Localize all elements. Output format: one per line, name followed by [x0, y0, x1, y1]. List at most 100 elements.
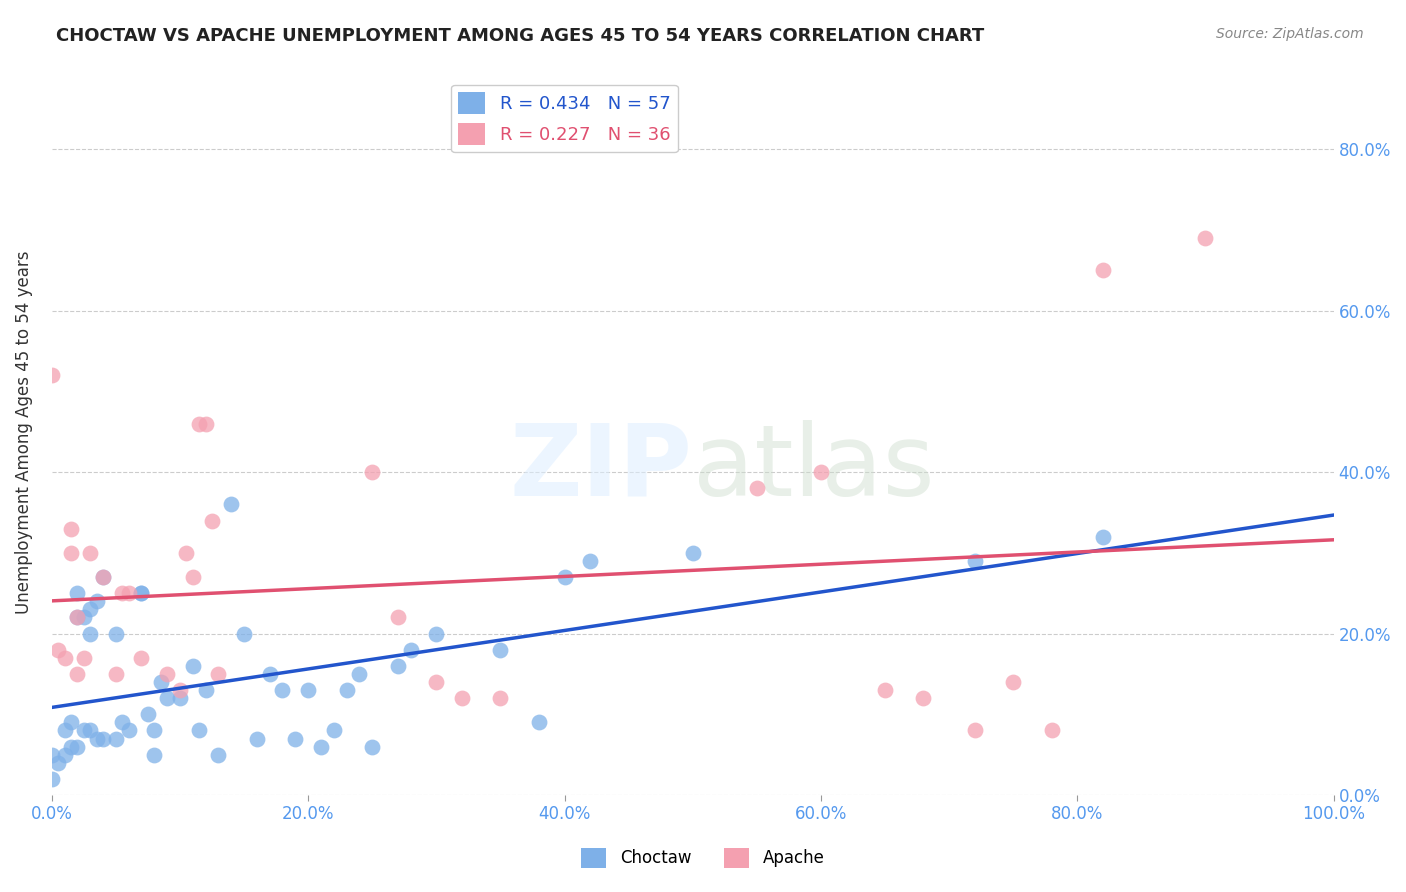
Point [91, 731, 114, 746]
Point [963, 554, 986, 568]
Point [66, 610, 89, 624]
Point [745, 481, 768, 495]
Point [118, 723, 141, 738]
Point [271, 683, 294, 698]
Text: atlas: atlas [693, 419, 935, 516]
Point [963, 723, 986, 738]
Point [86, 731, 108, 746]
Point [246, 731, 269, 746]
Point [425, 626, 447, 640]
Point [156, 667, 179, 681]
Point [194, 417, 217, 431]
Point [336, 683, 359, 698]
Point [59, 522, 82, 536]
Point [59, 715, 82, 730]
Point [149, 675, 172, 690]
Point [53, 650, 76, 665]
Point [136, 707, 159, 722]
Point [53, 723, 76, 738]
Y-axis label: Unemployment Among Ages 45 to 54 years: Unemployment Among Ages 45 to 54 years [15, 250, 32, 614]
Legend: R = 0.434   N = 57, R = 0.227   N = 36: R = 0.434 N = 57, R = 0.227 N = 36 [451, 85, 678, 153]
Point [188, 417, 211, 431]
Point [361, 465, 384, 479]
Point [387, 610, 409, 624]
Point [59, 546, 82, 560]
Point [207, 747, 229, 762]
Point [46, 642, 69, 657]
Point [387, 659, 409, 673]
Point [111, 715, 134, 730]
Point [66, 610, 89, 624]
Point [156, 691, 179, 706]
Point [91, 570, 114, 584]
Text: CHOCTAW VS APACHE UNEMPLOYMENT AMONG AGES 45 TO 54 YEARS CORRELATION CHART: CHOCTAW VS APACHE UNEMPLOYMENT AMONG AGE… [56, 27, 984, 45]
Point [73, 650, 96, 665]
Text: ZIP: ZIP [510, 419, 693, 516]
Point [111, 586, 134, 600]
Point [131, 586, 153, 600]
Point [79, 723, 101, 738]
Point [73, 723, 96, 738]
Point [233, 626, 256, 640]
Point [489, 642, 512, 657]
Point [73, 610, 96, 624]
Point [399, 642, 422, 657]
Point [79, 602, 101, 616]
Point [79, 626, 101, 640]
Point [425, 675, 447, 690]
Point [66, 667, 89, 681]
Point [1091, 263, 1114, 277]
Point [176, 546, 198, 560]
Point [1194, 231, 1216, 245]
Point [682, 546, 704, 560]
Point [104, 667, 127, 681]
Point [201, 514, 224, 528]
Point [810, 465, 832, 479]
Point [259, 667, 281, 681]
Point [181, 659, 204, 673]
Point [207, 667, 229, 681]
Point [91, 570, 114, 584]
Point [553, 570, 575, 584]
Text: Source: ZipAtlas.com: Source: ZipAtlas.com [1216, 27, 1364, 41]
Point [131, 650, 153, 665]
Point [361, 739, 384, 754]
Point [104, 731, 127, 746]
Point [322, 723, 344, 738]
Point [527, 715, 550, 730]
Point [912, 691, 935, 706]
Point [1002, 675, 1025, 690]
Point [219, 498, 242, 512]
Point [143, 747, 166, 762]
Point [131, 586, 153, 600]
Point [297, 683, 319, 698]
Point [284, 731, 307, 746]
Point [41, 747, 63, 762]
Point [53, 747, 76, 762]
Point [194, 683, 217, 698]
Point [579, 554, 602, 568]
Point [104, 626, 127, 640]
Point [349, 667, 371, 681]
Point [451, 691, 474, 706]
Point [66, 739, 89, 754]
Point [143, 723, 166, 738]
Point [188, 723, 211, 738]
Point [309, 739, 332, 754]
Point [79, 546, 101, 560]
Point [41, 772, 63, 786]
Point [169, 691, 191, 706]
Point [118, 586, 141, 600]
Point [169, 683, 191, 698]
Point [873, 683, 896, 698]
Point [1091, 530, 1114, 544]
Point [1040, 723, 1063, 738]
Point [41, 368, 63, 383]
Point [66, 586, 89, 600]
Point [181, 570, 204, 584]
Point [46, 756, 69, 770]
Point [59, 739, 82, 754]
Legend: Choctaw, Apache: Choctaw, Apache [575, 841, 831, 875]
Point [86, 594, 108, 608]
Point [489, 691, 512, 706]
